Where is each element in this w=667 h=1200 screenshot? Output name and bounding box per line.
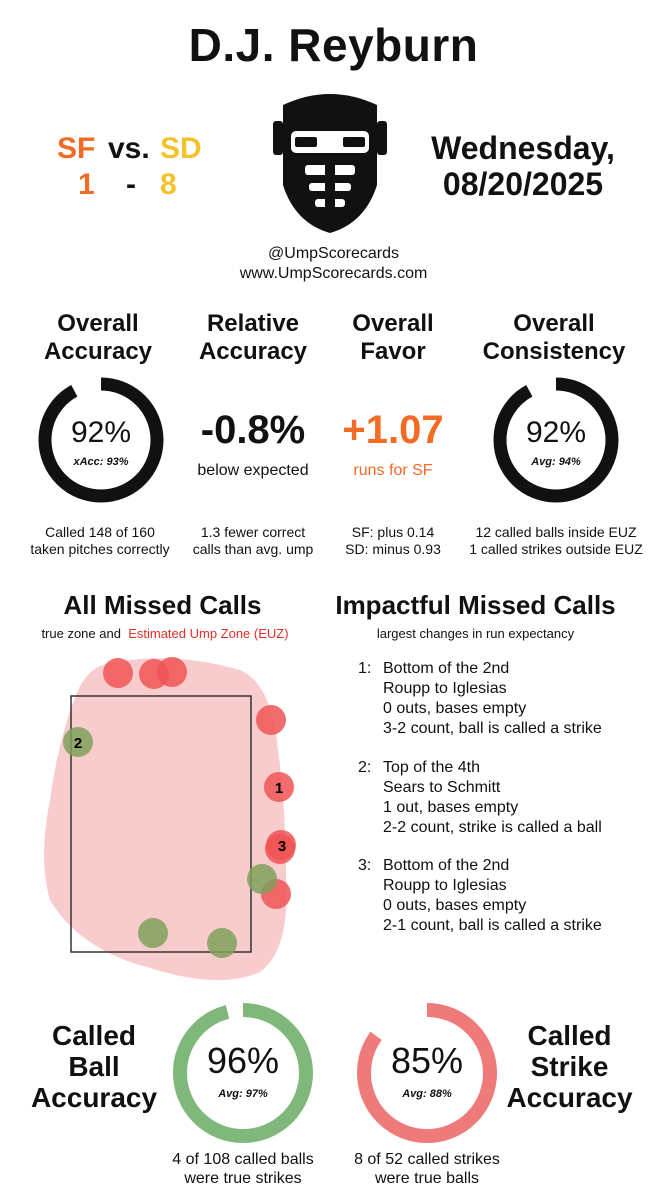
umpire-name: D.J. Reyburn: [188, 19, 479, 71]
ball-accuracy-note: 4 of 108 called balls were true strikes: [172, 1151, 314, 1187]
missed-call-dot: [264, 772, 294, 802]
favor-header: Overall Favor: [352, 310, 434, 365]
xacc-label: xAcc: 93%: [73, 456, 129, 468]
score-dash: -: [126, 168, 136, 201]
relative-note: 1.3 fewer correct calls than avg. ump: [192, 524, 314, 557]
strike-accuracy-ring: [354, 1000, 500, 1146]
strike-accuracy-value: 85%: [390, 1040, 464, 1081]
strike-accuracy-label: Called Strike Accuracy: [506, 1020, 633, 1113]
favor-note: SF: plus 0.14 SD: minus 0.93: [345, 524, 441, 557]
missed-call-dot: [256, 705, 286, 735]
svg-text:3: 3: [278, 838, 286, 855]
missed-call-dot: [247, 864, 277, 894]
favor-value: +1.07: [342, 408, 444, 452]
relative-sub: below expected: [197, 462, 309, 479]
impactful-title: Impactful Missed Calls: [335, 590, 616, 620]
missed-call-dot: [63, 727, 93, 757]
consistency-value: 92%: [525, 416, 587, 449]
missed-call-dot: [157, 657, 187, 687]
game-date: 08/20/2025: [442, 166, 604, 202]
relative-header: Relative Accuracy: [198, 310, 308, 365]
strike-accuracy-avg: Avg: 88%: [402, 1088, 452, 1100]
missed-call-dot: [265, 834, 295, 864]
accuracy-value: 92%: [70, 416, 132, 449]
impactful-call-1: 1: Bottom of the 2nd Roupp to Iglesias 0…: [358, 660, 602, 737]
relative-value: -0.8%: [200, 408, 306, 452]
missed-calls-title: All Missed Calls: [63, 590, 262, 620]
umpire-mask-icon: [265, 85, 395, 235]
accuracy-header: Overall Accuracy: [43, 310, 153, 365]
euz-region: [44, 658, 287, 981]
away-team: SF: [57, 132, 96, 165]
social-handle: @UmpScorecards: [268, 245, 399, 262]
game-day: Wednesday,: [431, 130, 615, 166]
consistency-note: 12 called balls inside EUZ 1 called strik…: [469, 524, 643, 557]
vs-label: vs.: [108, 132, 150, 165]
consistency-header: Overall Consistency: [482, 310, 626, 365]
impactful-call-3: 3: Bottom of the 2nd Roupp to Iglesias 0…: [358, 857, 602, 934]
consistency-ring: [491, 375, 621, 505]
missed-call-dot: [207, 928, 237, 958]
impactful-subtitle: largest changes in run expectancy: [376, 626, 575, 641]
impactful-call-2: 2: Top of the 4th Sears to Schmitt 1 out…: [358, 759, 602, 836]
ball-accuracy-ring: [170, 1000, 316, 1146]
svg-text:2: 2: [74, 735, 82, 752]
accuracy-ring: [36, 375, 166, 505]
website-link[interactable]: www.UmpScorecards.com: [239, 265, 428, 282]
strike-accuracy-note: 8 of 52 called strikes were true balls: [354, 1151, 500, 1187]
ball-accuracy-value: 96%: [206, 1040, 280, 1081]
ball-accuracy-avg: Avg: 97%: [218, 1088, 268, 1100]
missed-calls-plot: 2 1 3: [40, 650, 300, 990]
away-score: 1: [78, 168, 95, 201]
missed-call-dot: [103, 658, 133, 688]
home-score: 8: [160, 168, 177, 201]
favor-sub: runs for SF: [353, 462, 433, 479]
home-team: SD: [160, 132, 202, 165]
accuracy-note: Called 148 of 160 taken pitches correctly: [30, 524, 170, 557]
svg-text:1: 1: [275, 780, 283, 797]
ball-accuracy-label: Called Ball Accuracy: [30, 1020, 158, 1113]
consistency-avg: Avg: 94%: [531, 456, 581, 468]
missed-call-dot: [138, 918, 168, 948]
missed-calls-legend: true zone and Estimated Ump Zone (EUZ): [41, 626, 289, 641]
true-strike-zone: [70, 695, 252, 953]
